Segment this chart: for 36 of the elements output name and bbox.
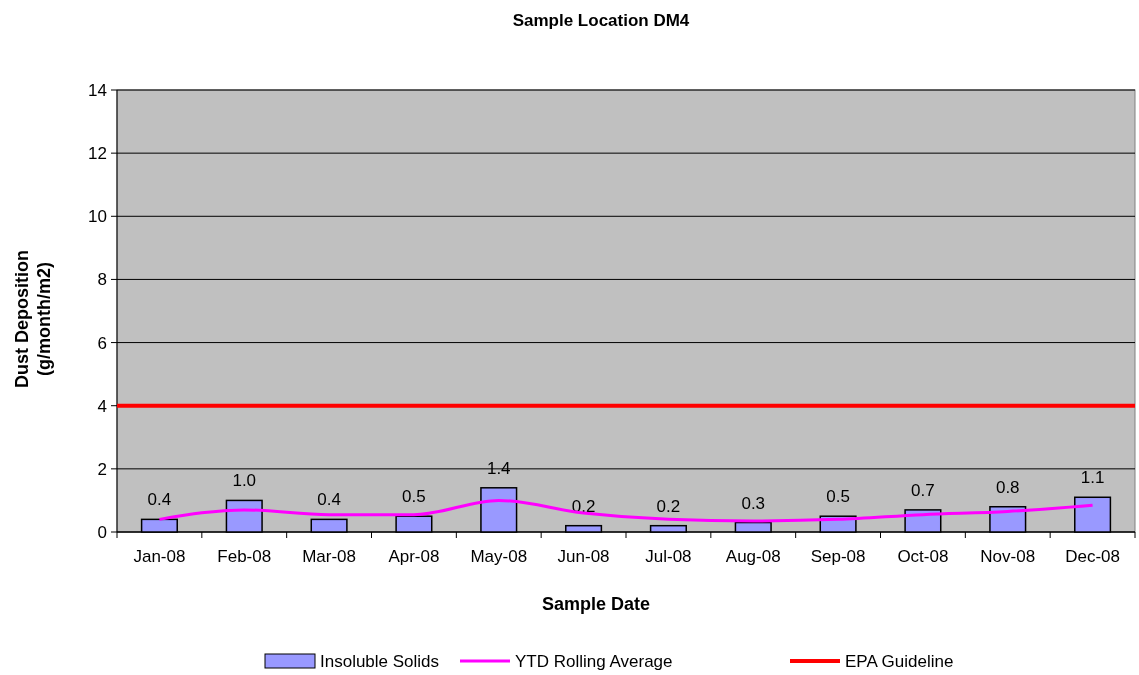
data-label: 0.4 [317,490,341,510]
chart-title: Sample Location DM4 [512,11,690,30]
y-tick-label: 0 [97,522,107,542]
x-tick-label: Oct-08 [897,547,949,566]
x-tick-label: May-08 [470,547,528,566]
data-label: 0.5 [402,487,426,507]
y-tick-label: 10 [88,207,107,227]
x-axis-title: Sample Date [541,594,651,614]
data-label: 0.4 [147,490,172,510]
legend-label: YTD Rolling Average [515,651,673,671]
x-tick-label: Feb-08 [217,547,272,566]
legend-label: EPA Guideline [845,651,954,671]
x-tick-label: Jun-08 [557,547,610,566]
data-label: 0.7 [911,480,935,500]
y-tick-label: 12 [88,144,107,164]
x-tick-label: Apr-08 [388,547,440,566]
x-tick-label: Jul-08 [645,547,692,566]
y-tick-label: 8 [97,270,107,290]
x-tick-label: Dec-08 [1065,547,1120,566]
data-label: 1.1 [1080,468,1105,488]
x-tick-label: Nov-08 [980,547,1036,566]
x-tick-label: Aug-08 [725,547,781,566]
y-axis-title: Dust Deposition (g/month/m2) [12,250,54,388]
data-label: 0.8 [995,477,1020,497]
data-label: 0.3 [741,493,766,513]
y-tick-label: 2 [97,459,107,479]
data-label: 0.2 [656,496,681,516]
data-label: 0.5 [826,487,850,507]
y-tick-label: 4 [97,396,107,416]
x-tick-label: Jan-08 [133,547,186,566]
y-tick-label: 6 [97,333,107,353]
x-tick-label: Mar-08 [302,547,357,566]
legend-label: Insoluble Solids [320,651,440,671]
data-label: 1.0 [232,471,257,491]
y-tick-label: 14 [88,80,107,100]
x-tick-label: Sep-08 [810,547,866,566]
